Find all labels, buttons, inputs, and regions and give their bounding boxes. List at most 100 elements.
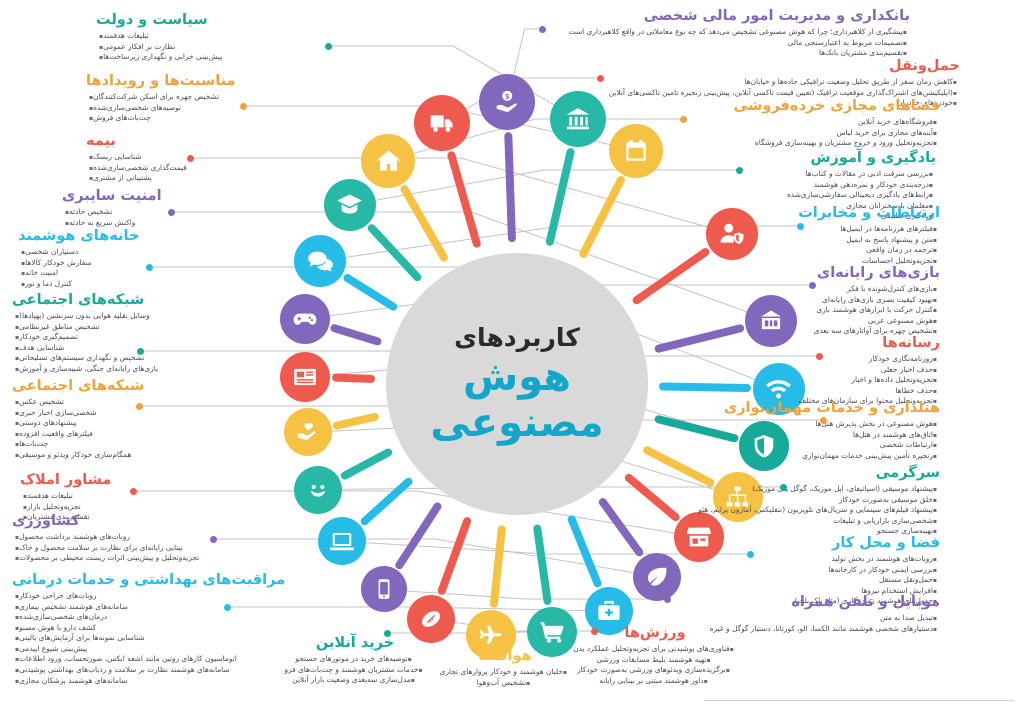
list-item: بینایی رایانه‌ای برای نظارت بر سلامت محص… (12, 543, 324, 554)
list-item: سفارش خودکار کالاها (18, 258, 324, 269)
block-items-transportation: کاهش زمان سفر از طریق تحلیل وضعیت ترافیک… (560, 77, 960, 109)
block-items-learning-education: بررسی سرقت ادبی در مقالات و کتاب‌هادرجه‌… (636, 169, 936, 222)
connector-dot-social-networks (135, 402, 143, 410)
list-item: شناسایی نمونه‌ها برای آزمایش‌های بالینی (12, 633, 324, 644)
block-computer-games: بازی‌های رایانه‌ای بازی‌های کنترل‌شونده ب… (650, 265, 940, 337)
block-social-networks: شبکه‌های اجتماعی تشخیص عکسشخصی‌سازی اخبار… (12, 378, 324, 460)
connector-dot-media (815, 352, 823, 360)
list-item: توصیه‌های خرید در موتورهای جستجو (260, 654, 450, 665)
block-title-mobile-phone: موبایل و تلفن همراه (791, 594, 940, 610)
block-smart-homes: خانه‌های هوشمند دستیاران شخصیسفارش خودکار… (18, 228, 324, 289)
list-item: اتوماسیون کارهای روتین مانند اشعه ایکس، … (12, 654, 324, 665)
list-item: آینه‌های مجازی برای خرید لباس (610, 128, 940, 139)
connector-dot-social-networks-defense (136, 347, 144, 355)
connector-dot-workplace (746, 550, 754, 558)
block-items-events-occasions: تشخیص چهره برای اسکن شرکت‌کنندگانتوصیه‌ه… (86, 92, 324, 124)
list-item: تشخیص آب‌وهوا (440, 678, 570, 689)
list-item: قیمت‌گذاری شخصی‌سازی‌شده (86, 163, 324, 174)
block-communications: ارتباطات و مخابرات فیلترهای هرزنامه‌ها در… (650, 205, 940, 266)
list-item: همگام‌سازی خودکار ویدئو و موسیقی (12, 450, 324, 461)
block-items-virtual-retail: فروشگاه‌های خرید آنلاینآینه‌های مجازی بر… (610, 117, 940, 149)
block-agriculture: کشاورزی روبات‌های هوشمند برداشت محصولبینا… (12, 513, 324, 564)
list-item: روبات‌های هوشمند برداشت محصول (12, 532, 324, 543)
block-title-healthcare: مراقبت‌های بهداشتی و خدمات درمانی (12, 572, 286, 588)
block-learning-education: یادگیری و آموزش بررسی سرقت ادبی در مقالات… (636, 150, 936, 222)
connector-dot-events-occasions (239, 102, 247, 110)
list-item: تجزیه‌وتحلیل ورود و خروج مشتریان و بهینه… (610, 138, 940, 149)
list-item: تبلیغات هدفمند (20, 491, 324, 502)
block-hospitality: هتلداری و خدمات مهمان‌نوازی هوش مصنوعی در… (640, 400, 940, 461)
list-item: فیلترهای واقعیت افزوده (12, 429, 324, 440)
block-workplace: فضا و محل کار روبات‌های هوشمند در بخش تول… (650, 535, 940, 607)
list-item: بررسی سرقت ادبی در مقالات و کتاب‌ها (636, 169, 936, 180)
block-title-banking-personal-finance: بانکداری و مدیریت امور مالی شخصی (643, 8, 910, 24)
list-item: (اپلیکیشن‌های اشتراک‌گذاری موقعیت ترافیک… (560, 88, 960, 99)
list-item: پیش‌بینی خرابی و نگهداری زیرساخت‌ها (96, 52, 324, 63)
list-item: یادگیری تطبیقی (636, 211, 936, 222)
list-item: معلمان یا سخنرانان مجازی (636, 201, 936, 212)
list-item: وسایل نقلیه هوایی بدون سرنشین (پهپادها) (12, 311, 324, 322)
connector-dot-sports (590, 627, 598, 635)
connector-dot-virtual-retail (679, 115, 687, 123)
list-item: بهینه‌سازی جستجو (650, 526, 940, 537)
block-title-virtual-retail: فضاهای مجازی خرده‌فروشی (733, 98, 940, 114)
list-item: تقسیم‌بندی مشتریان بانک‌ها (510, 48, 910, 59)
block-title-agriculture: کشاورزی (12, 513, 80, 529)
block-title-computer-games: بازی‌های رایانه‌ای (816, 265, 940, 281)
block-title-learning-education: یادگیری و آموزش (810, 150, 937, 166)
spoke-smartphone (393, 500, 444, 571)
spoke-calendar (577, 174, 627, 260)
block-title-real-estate: مشاور املاک (20, 472, 112, 488)
block-title-cyber-security: امنیت سایبری (62, 188, 162, 204)
graduation-cap-icon[interactable] (323, 178, 376, 231)
block-items-online-shopping: توصیه‌های خرید در موتورهای جستجوخدمات مش… (260, 654, 450, 686)
list-item: امنیت خانه (18, 268, 324, 279)
list-item: خلق موسیقی به‌صورت خودکار (650, 495, 940, 506)
list-item: تجزیه‌وتحلیل احساسات (650, 256, 940, 267)
list-item: پیشنهاد موسیقی (اسپاتیفای، اپل موزیک، گو… (650, 484, 940, 495)
smartphone-icon[interactable] (360, 566, 407, 613)
block-items-insurance: شناسایی ریسکقیمت‌گذاری شخصی‌سازی‌شدهپشتی… (86, 152, 324, 184)
list-item: تشخیص حادثه (62, 207, 324, 218)
list-item: کشف دارو با هوش مصنو (12, 623, 324, 634)
list-item: تجزیه‌وتحلیل محتوا برای سازمان‌های مختلف (650, 396, 940, 407)
block-items-healthcare: روبات‌های جراحی خودکارسامانه‌های هوشمند … (12, 591, 324, 686)
list-item: کنترل حرکت با ابزارهای هوشمند بازی (650, 305, 940, 316)
block-items-banking-personal-finance: پیشگیری از کلاهبرداری؛ چرا که هوش مصنوعی… (510, 27, 910, 59)
block-politics-government: سیاست و دولت تبلیغات هدفمندنظارت بر افکار… (96, 12, 324, 63)
money-hand-icon[interactable]: $ (479, 74, 536, 131)
block-items-real-estate: تبلیغات هدفمندتجزیه‌وتحلیل بازارتقسیم‌بن… (20, 491, 324, 523)
list-item: ترجمه در زمان واقعی (650, 245, 940, 256)
block-aerospace: هوافضا خلبان هوشمند و خودکار پروازهای تجا… (440, 648, 570, 688)
spoke-bank (545, 147, 576, 247)
list-item: تقسیم‌بندی مشتریان (20, 512, 324, 523)
list-item: حذف خطاها (650, 386, 940, 397)
truck-icon[interactable] (414, 94, 471, 151)
list-item: حذف اخبار جعلی (650, 365, 940, 376)
list-item: اتاق‌های هوشمند در هتل‌ها (640, 430, 940, 441)
block-title-online-shopping: خرید آنلاین (315, 635, 395, 651)
block-events-occasions: مناسبت‌ها و رویدادها تشخیص چهره برای اسکن… (86, 73, 324, 124)
list-item: رابط‌های یادگیری دیجیتالی سفارشی‌سازی‌شد… (636, 190, 936, 201)
spoke-truck (446, 150, 482, 249)
list-item: تجزیه‌وتحلیل و پیش‌بینی اثرات زیست محیطی… (12, 553, 324, 564)
laptop-icon[interactable] (318, 517, 367, 566)
home-icon[interactable] (361, 133, 415, 188)
block-cyber-security: امنیت سایبری تشخیص حادثهواکنش سریع به حاد… (62, 188, 324, 228)
list-item: دستیارهای شخصی هوشمند مانند الکسا، الو، … (640, 624, 940, 635)
list-item: درجه‌بندی خودکار و نمره‌دهی هوشمند (636, 180, 936, 191)
list-item: پشتیبانی از مشتری (86, 173, 324, 184)
list-item: روبات‌های جراحی خودکار (12, 591, 324, 602)
list-item: پیش‌بینی شیوع اپیدمی (12, 644, 324, 655)
list-item: تشخیص مناطق غیرنظامی (12, 322, 324, 333)
connector-dot-communications (796, 222, 804, 230)
list-item: تشخیص عکس (12, 397, 324, 408)
list-item: فناوری‌های پوشیدنی برای تجزیه‌وتحلیل عمل… (560, 644, 750, 655)
block-items-social-networks-defense: وسایل نقلیه هوایی بدون سرنشین (پهپادها)ت… (12, 311, 324, 374)
list-item: دستیاران شخصی (18, 247, 324, 258)
block-title-aerospace: هوافضا (478, 648, 532, 664)
list-item: پیشنهاد فیلم‌های سینمایی و سریال‌های تلو… (650, 505, 940, 516)
list-item: شخصی‌سازی بازاریابی و تبلیغات (650, 516, 940, 527)
list-item: واکنش سریع به حادثه (62, 218, 324, 229)
block-title-insurance: بیمه (86, 133, 116, 149)
